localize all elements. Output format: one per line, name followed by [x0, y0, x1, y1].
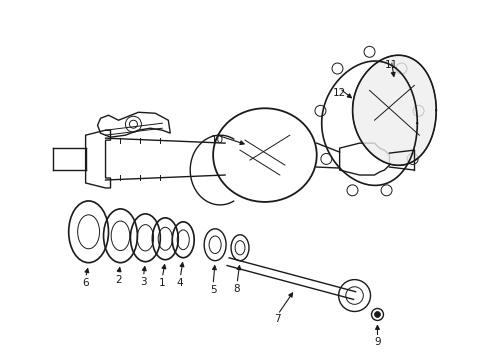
Text: 8: 8: [233, 284, 240, 294]
Text: 5: 5: [209, 285, 216, 294]
Text: 2: 2: [115, 275, 122, 285]
Text: 12: 12: [332, 88, 346, 98]
Text: 9: 9: [373, 337, 380, 347]
Text: 6: 6: [82, 278, 89, 288]
Circle shape: [374, 311, 380, 318]
Text: 1: 1: [159, 278, 165, 288]
Text: 3: 3: [140, 276, 146, 287]
Text: 4: 4: [177, 278, 183, 288]
Text: 10: 10: [210, 135, 223, 145]
Text: 7: 7: [274, 315, 281, 324]
Text: 11: 11: [384, 60, 397, 71]
Polygon shape: [352, 55, 435, 165]
